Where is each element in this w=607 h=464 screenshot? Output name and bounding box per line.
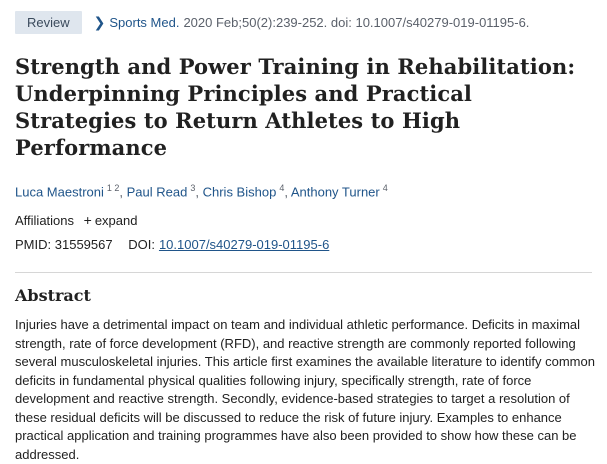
citation-line: Review ❯ Sports Med. 2020 Feb;50(2):239-… [15,10,607,34]
affiliation-ref[interactable]: 1 2 [106,183,120,193]
author-link[interactable]: Paul Read [126,184,188,200]
author-link[interactable]: Anthony Turner [290,184,380,200]
section-divider [15,272,592,274]
expand-label: expand [94,213,138,229]
pmid-value: 31559567 [54,237,113,253]
chevron-right-icon[interactable]: ❯ [93,13,106,30]
article-page: Review ❯ Sports Med. 2020 Feb;50(2):239-… [0,10,607,462]
affiliation-ref[interactable]: 4 [279,183,285,193]
expand-affiliations-button[interactable]: + expand [83,212,138,229]
affiliations-row: Affiliations + expand [15,211,607,230]
plus-icon: + [83,212,92,229]
abstract-text: Injuries have a detrimental impact on te… [15,317,595,462]
abstract-heading: Abstract [15,286,91,306]
author-link[interactable]: Luca Maestroni [15,184,104,200]
citation-details: 2020 Feb;50(2):239-252. doi: 10.1007/s40… [183,14,530,30]
identifiers-row: PMID: 31559567 DOI: 10.1007/s40279-019-01… [15,236,607,254]
affiliations-label: Affiliations [15,213,75,229]
doi-link[interactable]: 10.1007/s40279-019-01195-6 [158,237,330,253]
journal-link[interactable]: Sports Med. [109,14,180,30]
article-title: Strength and Power Training in Rehabilit… [15,54,576,160]
doi-label: DOI: [128,237,155,253]
affiliation-ref[interactable]: 3 [190,183,196,193]
author-link[interactable]: Chris Bishop [202,184,277,200]
author-list: Luca Maestroni 1 2, Paul Read 3, Chris Bis… [15,183,388,200]
pmid-label: PMID: [15,237,52,253]
affiliation-ref[interactable]: 4 [382,183,388,193]
article-type-badge: Review [15,10,82,34]
